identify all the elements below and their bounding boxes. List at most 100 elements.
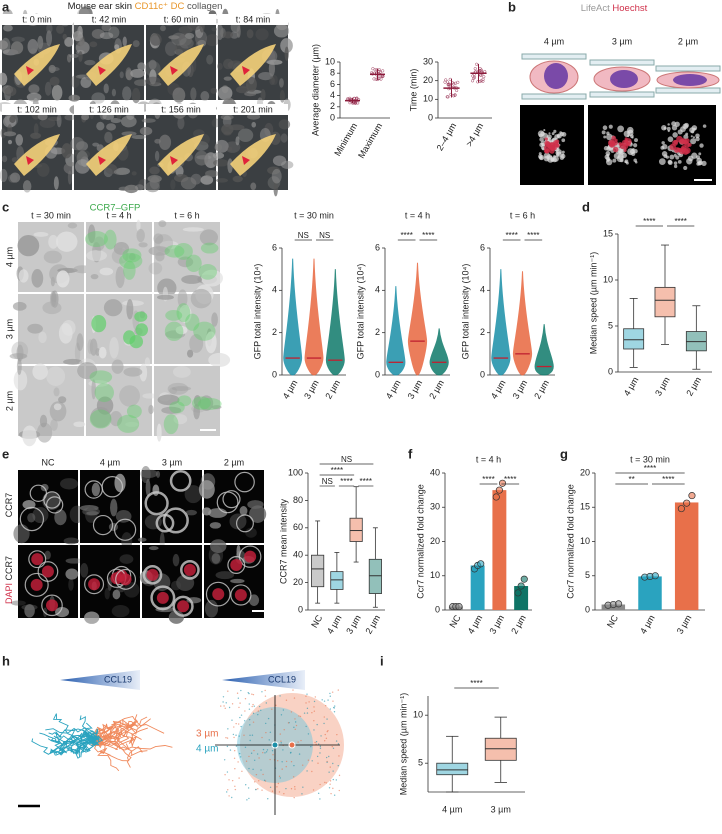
track-endpoint xyxy=(251,734,254,736)
image-texture xyxy=(65,558,83,564)
image-texture xyxy=(22,425,37,447)
track-endpoint xyxy=(248,708,251,710)
jitter-dot xyxy=(481,77,485,81)
panel-label: f xyxy=(408,446,413,461)
gfp-signal xyxy=(126,404,142,419)
actin-texture xyxy=(695,133,700,139)
image-texture xyxy=(211,312,218,327)
track-endpoint xyxy=(331,745,333,748)
y-tick-label: 10 xyxy=(325,56,335,66)
significance-label: **** xyxy=(504,475,516,484)
cell-shape xyxy=(86,44,132,86)
image-texture xyxy=(11,600,26,606)
cell-track xyxy=(94,735,138,751)
chart-title: t = 4 h xyxy=(405,210,430,220)
image-texture xyxy=(245,527,257,538)
image-frame xyxy=(652,105,716,185)
track-endpoint xyxy=(267,717,270,720)
actin-texture xyxy=(537,130,545,137)
row-label: 3 µm xyxy=(4,319,14,339)
image-texture xyxy=(205,170,219,178)
actin-texture xyxy=(631,136,634,139)
image-texture xyxy=(264,122,274,137)
gfp-signal xyxy=(123,330,136,345)
actin-texture xyxy=(690,138,697,145)
image-texture xyxy=(139,363,148,382)
replicate-dot xyxy=(615,600,623,608)
image-texture xyxy=(149,33,162,46)
actin-texture xyxy=(699,143,704,148)
image-texture xyxy=(70,75,80,88)
x-tick-label: 2–4 µm xyxy=(435,121,459,152)
y-axis-label: GFP total intensity (10⁴) xyxy=(460,264,470,360)
track-endpoint xyxy=(292,689,294,691)
cell-outline xyxy=(180,559,200,580)
image-texture xyxy=(9,115,16,123)
row-label-part: DAPI xyxy=(4,583,14,604)
track-endpoint xyxy=(280,714,283,716)
image-texture xyxy=(171,386,192,391)
significance-label: NS xyxy=(322,477,333,486)
x-tick-label: 4 µm xyxy=(325,613,344,635)
image-texture xyxy=(200,175,214,185)
actin-texture xyxy=(672,132,678,138)
chart-title: t = 30 min xyxy=(630,454,670,464)
gradient-icon xyxy=(60,670,305,690)
actin-texture xyxy=(667,129,670,133)
track-endpoint xyxy=(329,692,331,695)
image-texture xyxy=(56,270,70,288)
x-tick-label: Minimum xyxy=(332,121,359,158)
image-texture xyxy=(79,37,85,47)
track-endpoint xyxy=(333,707,336,709)
bar xyxy=(674,502,699,610)
track-endpoint xyxy=(220,705,222,707)
gfp-signal xyxy=(122,248,142,263)
image-texture xyxy=(81,113,90,121)
gfp-signal xyxy=(123,260,136,280)
actin-texture xyxy=(696,161,701,166)
track-endpoint xyxy=(258,705,261,708)
image-texture xyxy=(27,513,36,523)
image-texture xyxy=(69,53,79,58)
image-texture xyxy=(271,168,282,184)
track-endpoint xyxy=(313,706,315,708)
actin-texture xyxy=(556,134,561,138)
track-endpoint xyxy=(306,707,309,710)
image-texture xyxy=(279,89,285,103)
image-texture xyxy=(114,473,126,493)
track-endpoint xyxy=(280,742,282,744)
nucleus-texture xyxy=(619,142,626,150)
track-endpoint xyxy=(236,692,239,694)
gfp-signal xyxy=(163,414,179,435)
image-texture xyxy=(247,500,264,509)
image-texture xyxy=(153,233,164,244)
track-endpoint xyxy=(225,702,227,704)
track-endpoint xyxy=(237,697,240,699)
image-texture xyxy=(193,403,200,420)
image-texture xyxy=(215,571,235,580)
x-tick-label: 3 µm xyxy=(491,804,511,814)
image-texture xyxy=(99,267,114,276)
row-label-part: CCR7 xyxy=(4,556,14,583)
x-tick-label: NC xyxy=(448,613,463,630)
image-texture xyxy=(232,175,243,183)
image-texture xyxy=(246,29,254,39)
track-endpoint xyxy=(318,743,320,745)
track-endpoint xyxy=(283,793,285,795)
row-label: CCR7 xyxy=(4,493,14,518)
image-texture xyxy=(0,168,8,183)
track-endpoint xyxy=(294,728,296,731)
image-texture xyxy=(56,24,65,34)
track-endpoint xyxy=(329,695,331,697)
cell-shape xyxy=(230,44,276,86)
image-texture xyxy=(181,275,203,284)
y-tick-label: 0 xyxy=(608,366,613,376)
track-endpoint xyxy=(223,705,225,707)
image-texture xyxy=(16,358,22,375)
y-tick-label: 0 xyxy=(272,369,277,379)
violin xyxy=(386,286,406,376)
cell-shape xyxy=(158,134,204,176)
track-endpoint xyxy=(325,737,328,740)
track-endpoint xyxy=(258,757,260,759)
track-endpoint xyxy=(257,788,259,790)
